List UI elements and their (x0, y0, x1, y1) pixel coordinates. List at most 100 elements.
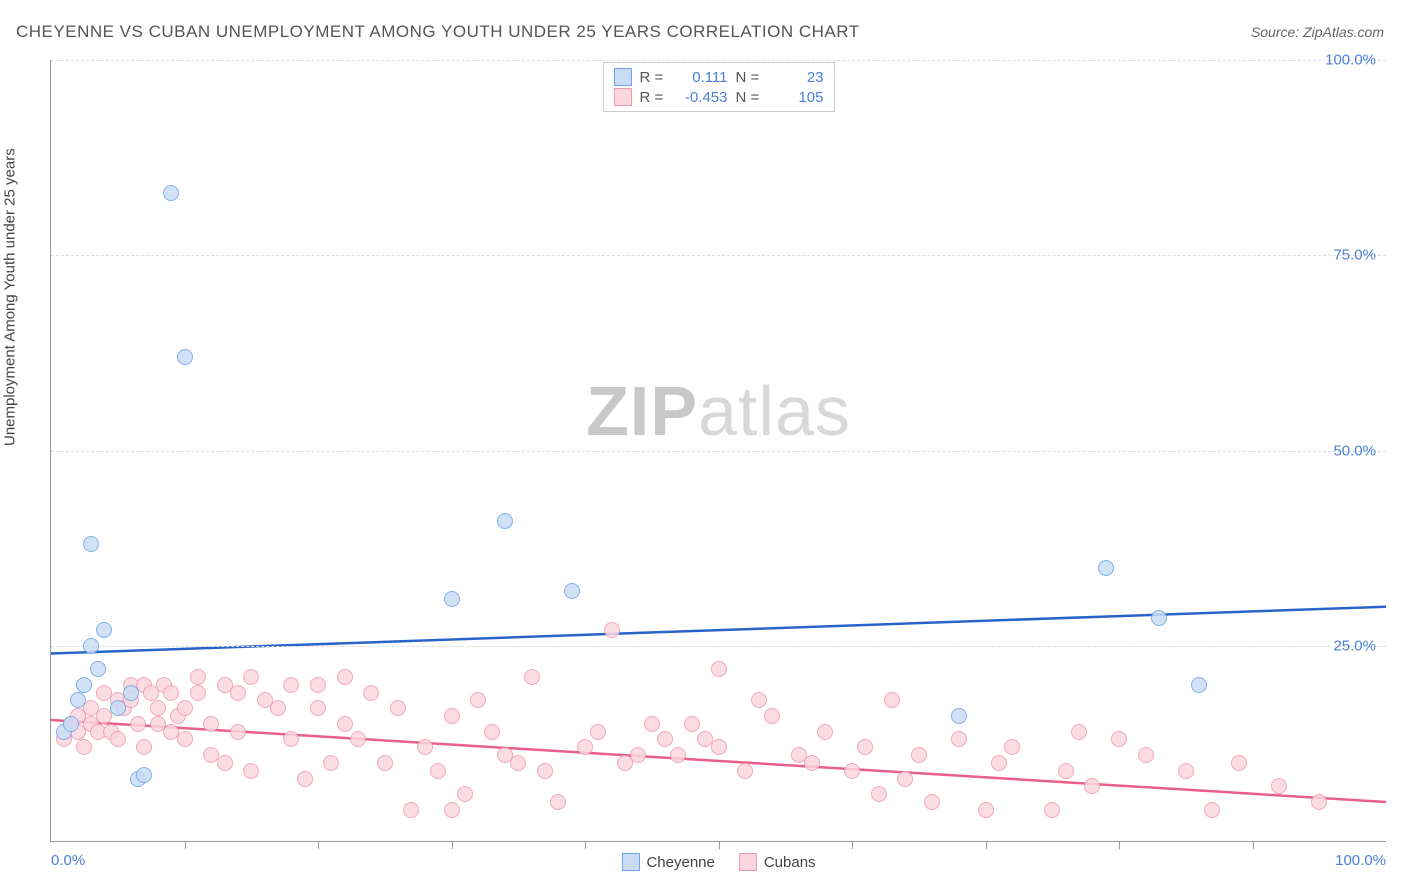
cubans-point (283, 731, 299, 747)
cubans-point (711, 739, 727, 755)
cubans-label: Cubans (764, 854, 816, 871)
x-tick (185, 841, 186, 849)
cheyenne-point (136, 767, 152, 783)
cheyenne-point (163, 185, 179, 201)
cubans-point (1004, 739, 1020, 755)
legend-row-cheyenne: R = 0.111 N = 23 (614, 67, 824, 87)
r-label: R = (640, 89, 670, 106)
cubans-point (417, 739, 433, 755)
cheyenne-label: Cheyenne (646, 854, 714, 871)
cubans-point (804, 755, 820, 771)
cubans-point (310, 700, 326, 716)
gridline (51, 646, 1386, 647)
cubans-point (764, 708, 780, 724)
watermark: ZIPatlas (586, 371, 851, 451)
cubans-point (951, 731, 967, 747)
plot-area: ZIPatlas R = 0.111 N = 23 R = -0.453 N =… (50, 60, 1386, 842)
cubans-point (657, 731, 673, 747)
y-tick-label: 75.0% (1333, 247, 1376, 264)
cubans-point (243, 669, 259, 685)
cheyenne-point (63, 716, 79, 732)
cubans-point (884, 692, 900, 708)
n-label: N = (736, 89, 766, 106)
cubans-point (550, 794, 566, 810)
cheyenne-point (110, 700, 126, 716)
cubans-point (203, 716, 219, 732)
x-axis-min-label: 0.0% (51, 852, 85, 869)
x-tick (1253, 841, 1254, 849)
x-tick (1119, 841, 1120, 849)
cheyenne-point (177, 349, 193, 365)
cubans-point (844, 763, 860, 779)
cubans-point (751, 692, 767, 708)
cubans-point (604, 622, 620, 638)
cubans-point (510, 755, 526, 771)
cubans-point (537, 763, 553, 779)
y-tick-label: 100.0% (1325, 52, 1376, 69)
cubans-point (283, 677, 299, 693)
source-attribution: Source: ZipAtlas.com (1251, 24, 1384, 40)
cubans-point (310, 677, 326, 693)
watermark-atlas: atlas (698, 372, 851, 450)
cubans-point (377, 755, 393, 771)
cubans-point (457, 786, 473, 802)
watermark-zip: ZIP (586, 372, 698, 450)
cubans-point (630, 747, 646, 763)
cubans-point (1071, 724, 1087, 740)
cubans-point (444, 802, 460, 818)
cubans-point (737, 763, 753, 779)
cubans-point (350, 731, 366, 747)
chart-container: CHEYENNE VS CUBAN UNEMPLOYMENT AMONG YOU… (0, 0, 1406, 892)
cheyenne-r-value: 0.111 (678, 69, 728, 86)
y-axis-label: Unemployment Among Youth under 25 years (2, 148, 19, 446)
cubans-point (270, 700, 286, 716)
cheyenne-swatch (621, 853, 639, 871)
cubans-point (1204, 802, 1220, 818)
cubans-point (577, 739, 593, 755)
cubans-r-value: -0.453 (678, 89, 728, 106)
legend-item-cheyenne: Cheyenne (621, 853, 714, 871)
cubans-point (130, 716, 146, 732)
cubans-point (430, 763, 446, 779)
cheyenne-point (70, 692, 86, 708)
cubans-point (190, 685, 206, 701)
cubans-trendline (51, 720, 1386, 802)
cubans-point (177, 700, 193, 716)
cubans-point (1058, 763, 1074, 779)
cubans-point (817, 724, 833, 740)
cubans-point (136, 739, 152, 755)
cubans-point (217, 755, 233, 771)
cubans-n-value: 105 (774, 89, 824, 106)
cubans-point (924, 794, 940, 810)
cubans-point (444, 708, 460, 724)
gridline (51, 255, 1386, 256)
gridline (51, 451, 1386, 452)
cheyenne-point (444, 591, 460, 607)
cubans-point (1084, 778, 1100, 794)
cubans-point (323, 755, 339, 771)
cubans-point (177, 731, 193, 747)
cubans-point (1178, 763, 1194, 779)
cubans-point (163, 685, 179, 701)
legend-row-cubans: R = -0.453 N = 105 (614, 87, 824, 107)
cheyenne-point (951, 708, 967, 724)
cheyenne-point (1098, 560, 1114, 576)
cheyenne-point (96, 622, 112, 638)
x-axis-max-label: 100.0% (1335, 852, 1386, 869)
cheyenne-point (497, 513, 513, 529)
cheyenne-point (90, 661, 106, 677)
cubans-point (590, 724, 606, 740)
cubans-point (337, 716, 353, 732)
cubans-point (1138, 747, 1154, 763)
cheyenne-n-value: 23 (774, 69, 824, 86)
cubans-point (871, 786, 887, 802)
chart-title: CHEYENNE VS CUBAN UNEMPLOYMENT AMONG YOU… (16, 22, 860, 42)
cheyenne-swatch (614, 68, 632, 86)
cubans-point (644, 716, 660, 732)
x-tick (585, 841, 586, 849)
cubans-point (684, 716, 700, 732)
cubans-point (390, 700, 406, 716)
cheyenne-point (1151, 610, 1167, 626)
n-label: N = (736, 69, 766, 86)
cubans-point (711, 661, 727, 677)
